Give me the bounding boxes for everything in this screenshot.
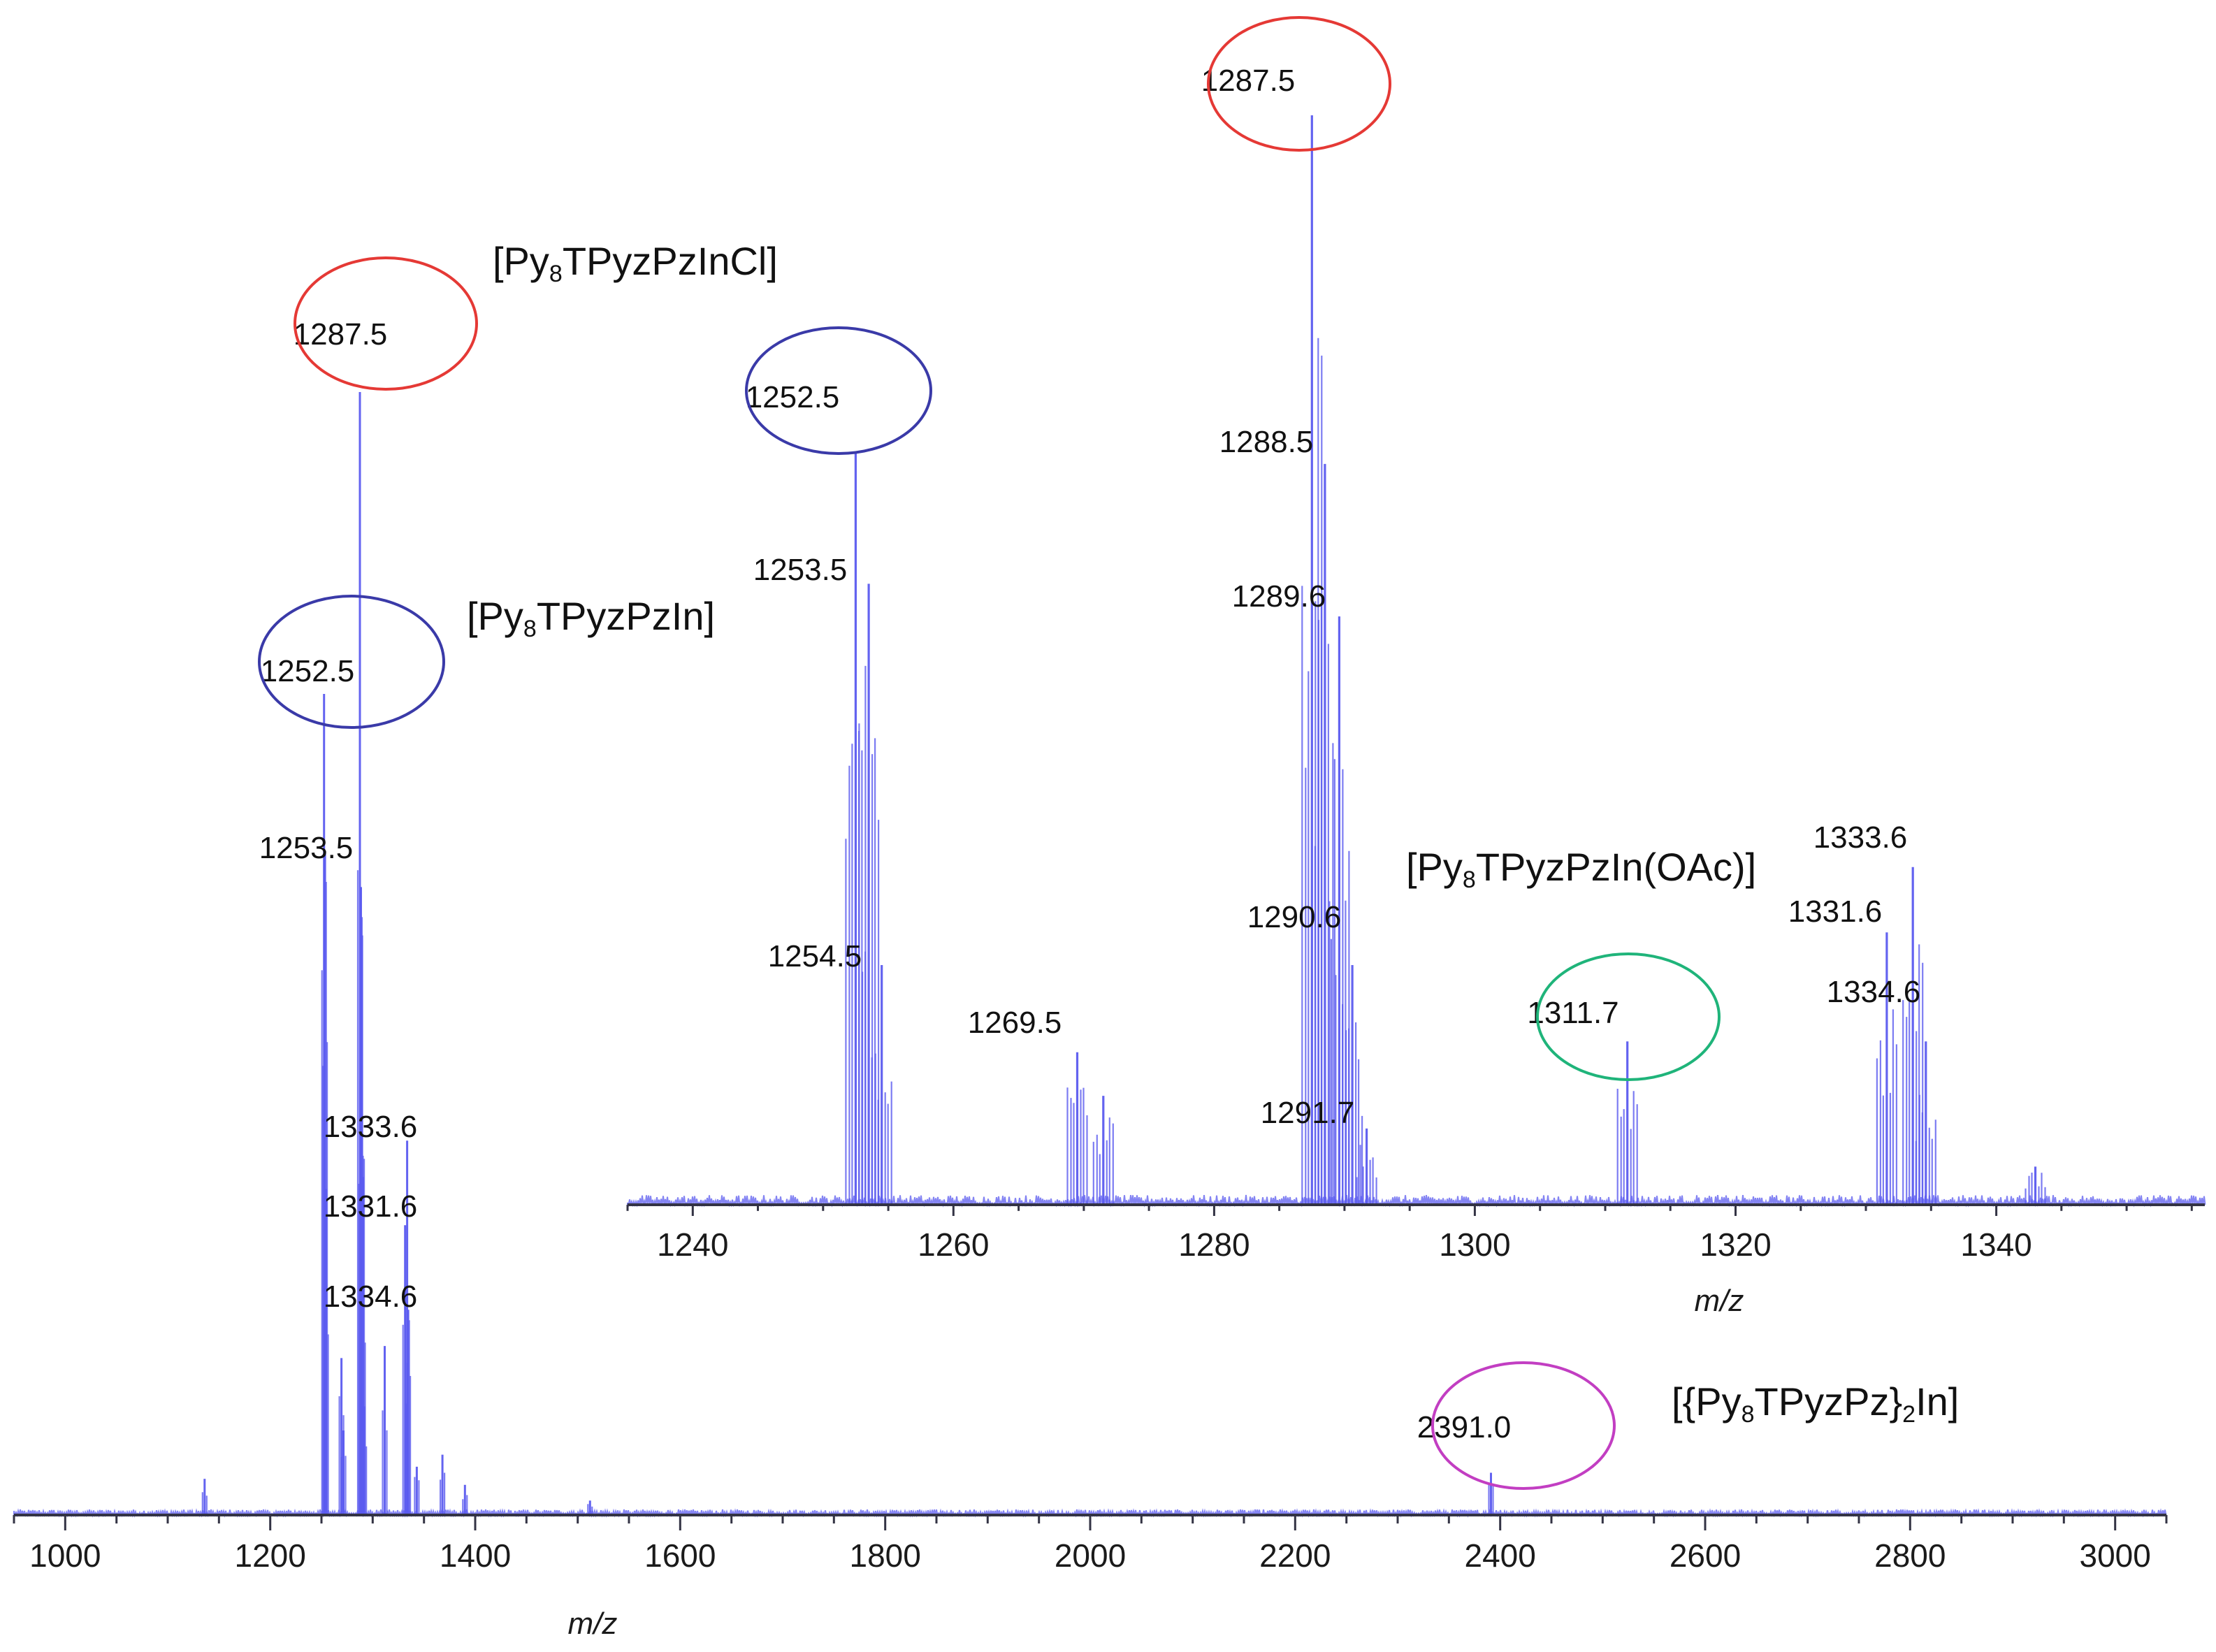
main-x-tick-label: 2000 xyxy=(1055,1537,1126,1574)
inset-x-tick-label: 1240 xyxy=(657,1226,728,1263)
inset-peak-label: 1334.6 xyxy=(1827,975,1921,1009)
inset-highlight-circle-1311.7 xyxy=(1536,952,1721,1081)
inset-x-axis-title: m/z xyxy=(1695,1284,1744,1318)
main-peak-label: 2391.0 xyxy=(1417,1410,1512,1444)
inset-x-tick-label: 1280 xyxy=(1178,1226,1250,1263)
inset-peak-label: 1289.6 xyxy=(1232,579,1326,614)
main-highlight-circle-2391.0 xyxy=(1431,1361,1616,1490)
main-x-tick-label: 1400 xyxy=(440,1537,511,1574)
inset-x-tick-label: 1300 xyxy=(1439,1226,1510,1263)
main-peak-label: 1252.5 xyxy=(261,654,355,688)
main-peak-label: 1253.5 xyxy=(259,831,354,865)
main-x-tick-label: 3000 xyxy=(2080,1537,2151,1574)
main-x-tick-label: 2600 xyxy=(1670,1537,1741,1574)
main-peak-label: 1331.6 xyxy=(324,1189,418,1224)
main-species-label: [Py8TPyzPzIn] xyxy=(467,594,715,642)
inset-peak-label: 1290.6 xyxy=(1247,900,1342,934)
main-chart: 1000 1200 1400 1600 1800 2000 2200 2400 2600 2800… xyxy=(13,239,2168,1641)
main-highlight-circle-1252.5 xyxy=(258,595,445,729)
main-x-tick-label: 2800 xyxy=(1874,1537,1946,1574)
inset-species-label: [Py8TPyzPzIn(OAc)] xyxy=(1406,845,1756,893)
inset-peak-label: 1331.6 xyxy=(1788,894,1883,929)
main-peak-label: 1334.6 xyxy=(324,1280,418,1314)
inset-peak-label: 1287.5 xyxy=(1201,64,1296,98)
inset-peak-label: 1291.7 xyxy=(1261,1096,1355,1130)
inset-peak-label: 1252.5 xyxy=(746,380,840,414)
main-peak-label: 1333.6 xyxy=(324,1110,418,1144)
main-x-tick-label: 1600 xyxy=(644,1537,716,1574)
inset-peak-label: 1269.5 xyxy=(968,1006,1062,1040)
main-x-tick-label: 1200 xyxy=(235,1537,306,1574)
inset-peak-label: 1333.6 xyxy=(1813,820,1908,855)
inset-highlight-circle-1252.5 xyxy=(745,326,932,455)
inset-x-tick-label: 1340 xyxy=(1960,1226,2032,1263)
main-species-label: [{Py8TPyzPz}2In] xyxy=(1672,1379,1959,1428)
inset-peak-label: 1253.5 xyxy=(753,553,848,587)
main-x-tick-label: 2400 xyxy=(1465,1537,1536,1574)
inset-chart: 1240 1260 1280 1300 1320 1340 m/z 1287.5 1288.5 1… xyxy=(626,16,2206,1318)
main-peak-label: 1287.5 xyxy=(294,317,388,352)
inset-peak-label: 1311.7 xyxy=(1527,996,1618,1030)
inset-highlight-circle-1287.5 xyxy=(1207,16,1391,152)
main-x-tick-label: 2200 xyxy=(1259,1537,1331,1574)
main-x-tick-label: 1800 xyxy=(850,1537,921,1574)
inset-x-tick-label: 1320 xyxy=(1700,1226,1771,1263)
main-x-tick-label: 1000 xyxy=(29,1537,101,1574)
inset-peak-label: 1288.5 xyxy=(1219,425,1314,459)
main-highlight-circle-1287.5 xyxy=(294,256,478,391)
inset-baseline-noise xyxy=(627,1194,2206,1208)
main-x-axis-title: m/z xyxy=(568,1607,618,1641)
main-species-label: [Py8TPyzPzInCl] xyxy=(493,239,778,287)
inset-peak-label: 1254.5 xyxy=(768,939,862,973)
inset-x-tick-label: 1260 xyxy=(918,1226,989,1263)
